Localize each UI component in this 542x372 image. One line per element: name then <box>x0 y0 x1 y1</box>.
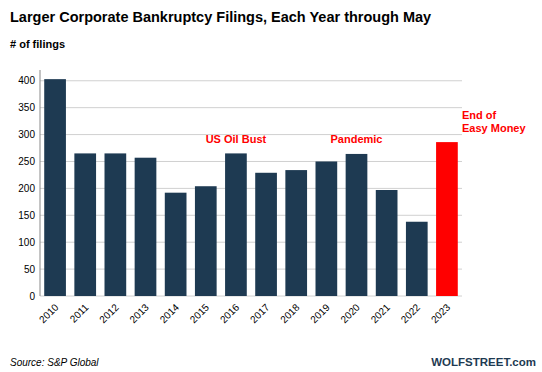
x-tick-label: 2019 <box>308 301 332 325</box>
y-tick-label: 100 <box>18 237 35 248</box>
grid <box>40 81 462 296</box>
y-tick-label: 200 <box>18 183 35 194</box>
chart: Larger Corporate Bankruptcy Filings, Eac… <box>0 0 542 372</box>
grid-line <box>40 296 462 297</box>
x-tick-label: 2013 <box>127 301 151 325</box>
annotation: US Oil Bust <box>206 133 267 145</box>
y-tick-label: 300 <box>18 129 35 140</box>
bar <box>255 173 277 296</box>
annotation-line: End of <box>462 109 497 121</box>
bar <box>105 153 127 296</box>
title: Larger Corporate Bankruptcy Filings, Eac… <box>10 9 431 25</box>
bar <box>135 158 157 296</box>
watermark: WOLFSTREET.com <box>431 356 536 368</box>
y-axis-line <box>40 70 41 296</box>
y-tick-label: 150 <box>18 210 35 221</box>
grid-line <box>40 80 462 81</box>
grid-line <box>40 161 462 162</box>
y-tick-label: 0 <box>29 291 35 302</box>
bar <box>195 186 217 296</box>
x-tick-label: 2012 <box>97 301 121 325</box>
x-tick-label: 2016 <box>218 301 242 325</box>
source: Source: S&P Global <box>10 357 99 368</box>
bar <box>346 154 368 296</box>
x-tick-label: 2018 <box>278 301 302 325</box>
chart-container: Larger Corporate Bankruptcy Filings, Eac… <box>0 0 542 372</box>
x-tick-label: 2023 <box>429 301 453 325</box>
annotation-line: Easy Money <box>462 122 526 134</box>
grid-line <box>40 107 462 108</box>
y-axis-label: # of filings <box>10 38 65 50</box>
bars <box>44 79 458 296</box>
bar <box>44 79 66 296</box>
bar <box>74 153 96 296</box>
bar <box>285 170 307 296</box>
bar <box>406 222 428 296</box>
grid-line <box>40 188 462 189</box>
x-tick-label: 2010 <box>37 301 61 325</box>
y-tick-label: 400 <box>18 75 35 86</box>
bar <box>165 193 187 296</box>
grid-line <box>40 269 462 270</box>
annotation-line: Pandemic <box>331 133 383 145</box>
bar <box>316 161 338 296</box>
bar <box>436 142 458 296</box>
bar <box>376 190 398 296</box>
y-tick-label: 350 <box>18 102 35 113</box>
x-tick-label: 2014 <box>158 301 182 325</box>
grid-line <box>40 242 462 243</box>
annotation: End ofEasy Money <box>462 109 526 134</box>
x-tick-label: 2011 <box>68 301 91 324</box>
grid-line <box>40 215 462 216</box>
annotation: Pandemic <box>331 133 383 145</box>
x-tick-label: 2021 <box>369 301 393 325</box>
x-tick-label: 2017 <box>248 301 272 325</box>
x-tick-label: 2015 <box>188 301 212 325</box>
x-tick-label: 2020 <box>338 301 362 325</box>
y-tick-label: 250 <box>18 156 35 167</box>
bar <box>225 153 247 296</box>
x-tick-label: 2022 <box>399 301 423 325</box>
annotation-line: US Oil Bust <box>206 133 267 145</box>
y-tick-label: 50 <box>24 264 36 275</box>
